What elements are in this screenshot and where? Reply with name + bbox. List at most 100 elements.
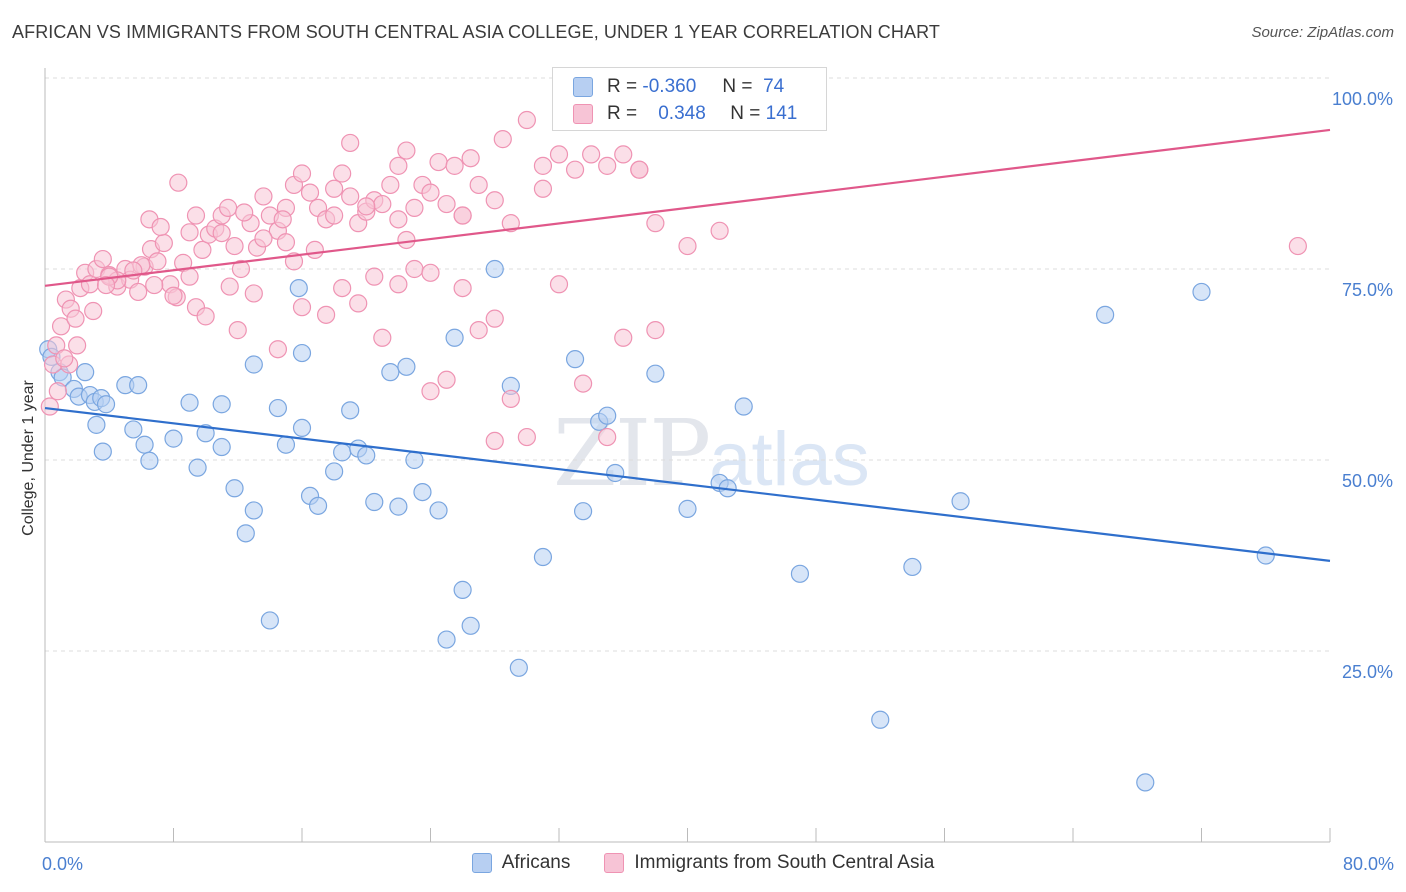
point-africans [236,524,255,543]
point-africans [196,424,215,443]
point-immigrants [598,156,617,175]
legend-swatch-immigrants [604,853,625,873]
point-immigrants [80,275,100,294]
point-immigrants [193,240,212,259]
point-africans [96,395,116,414]
point-immigrants [429,152,448,172]
series-legend: Africans Immigrants from South Central A… [0,852,1406,874]
point-immigrants [533,179,553,198]
point-africans [1096,305,1115,324]
point-africans [124,420,143,439]
point-immigrants [349,294,368,313]
point-immigrants [501,214,520,233]
point-immigrants [630,160,649,179]
point-immigrants [405,259,424,279]
grid-lines [45,77,1330,652]
point-immigrants [373,328,392,347]
point-africans [244,355,263,374]
point-immigrants [84,301,103,321]
point-africans [212,437,231,457]
point-immigrants [1288,236,1307,256]
point-immigrants [445,156,464,175]
point-immigrants [244,284,263,303]
point-immigrants [276,233,296,252]
point-immigrants [219,198,238,217]
point-immigrants [154,233,173,253]
point-immigrants [549,275,569,294]
point-immigrants [365,267,384,286]
point-africans [646,364,665,383]
point-immigrants [40,397,59,416]
tick-labels: 25.0% 50.0% 75.0% 100.0% 0.0% 80.0% [42,89,1394,874]
point-immigrants [148,252,167,271]
point-africans [598,406,617,425]
point-africans [533,547,553,567]
point-africans [276,435,296,454]
point-immigrants [389,275,408,294]
point-africans [225,479,244,498]
point-africans [308,496,328,515]
point-africans [1256,546,1275,565]
point-africans [509,658,528,677]
point-africans [790,564,810,583]
point-immigrants [517,427,536,447]
y-tick-label: 75.0% [1342,280,1393,300]
point-africans [365,492,384,512]
point-immigrants [325,206,344,225]
point-immigrants [341,133,360,153]
point-immigrants [48,382,67,401]
point-immigrants [453,206,472,225]
stats-row-immigrants: R = 0.348 N = 141 [573,101,797,127]
point-africans [289,279,308,298]
point-immigrants [254,229,273,248]
point-immigrants [397,141,416,160]
point-immigrants [196,307,215,326]
r-value-immigrants: 0.348 [658,103,706,124]
point-immigrants [273,210,292,229]
point-immigrants [437,370,456,389]
point-africans [453,580,472,599]
trend-lines [44,128,1331,562]
point-africans [325,462,344,481]
watermark: ZIPatlas [553,400,870,507]
legend-item-africans: Africans [471,852,570,874]
point-immigrants [68,336,87,355]
data-points [39,110,1307,792]
point-africans [1192,282,1211,302]
point-africans [292,343,312,363]
legend-swatch-africans [573,77,593,97]
point-immigrants [93,249,112,269]
x-tick-label: 0.0% [42,854,83,874]
point-immigrants [47,336,66,355]
point-africans [129,376,148,395]
point-immigrants [646,214,665,233]
point-africans [268,398,288,418]
point-immigrants [220,277,239,296]
point-immigrants [389,210,408,229]
point-africans [357,446,376,465]
point-immigrants [292,164,312,183]
point-immigrants [469,321,488,340]
point-africans [292,418,312,438]
stats-row-africans: R = -0.360 N = 74 [573,74,784,100]
point-immigrants [151,217,170,237]
watermark-zip: ZIP [553,400,711,507]
point-immigrants [66,309,85,328]
point-africans [678,499,697,518]
chart-title: AFRICAN VS IMMIGRANTS FROM SOUTH CENTRAL… [12,22,940,42]
point-immigrants [164,286,183,305]
point-africans [76,363,95,382]
point-africans [164,429,183,448]
point-immigrants [145,275,164,295]
point-immigrants [225,236,244,256]
point-immigrants [169,173,188,192]
n-label: N = [730,103,761,124]
point-immigrants [598,427,617,447]
point-immigrants [212,223,231,243]
point-immigrants [485,431,504,450]
point-africans [871,710,890,729]
point-immigrants [389,156,408,175]
point-immigrants [421,382,440,401]
point-immigrants [268,340,288,359]
point-immigrants [186,206,206,225]
